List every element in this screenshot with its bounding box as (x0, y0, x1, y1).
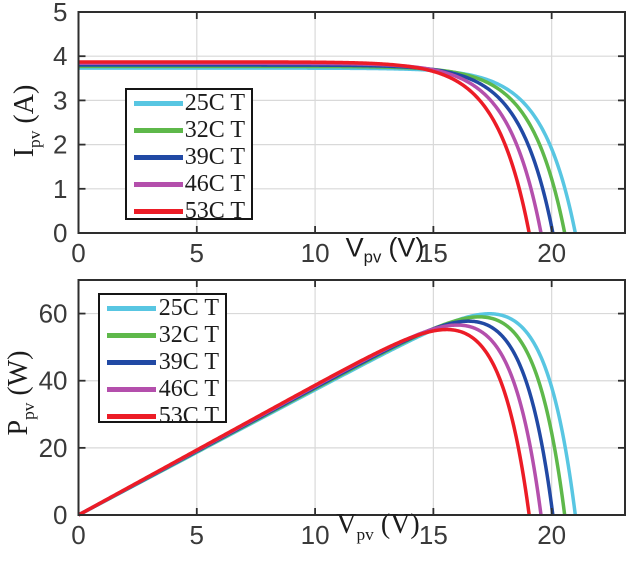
legend-line-39c (107, 360, 156, 365)
x-axis-symbol: V (345, 232, 364, 263)
legend-label: 39C T (184, 144, 245, 170)
y-axis-symbol: P (3, 419, 35, 436)
x-axis-label-voltage-top: Vpv (V) (346, 232, 425, 267)
legend-item: 32C T (100, 322, 225, 349)
plot-frame (77, 11, 626, 234)
x-tick-label: 0 (71, 238, 85, 268)
legend-line-39c (134, 155, 183, 160)
x-tick-label: 0 (71, 520, 85, 550)
x-tick-label: 20 (537, 520, 566, 550)
y-tick-label: 4 (53, 41, 67, 71)
legend-item: 32C T (127, 117, 251, 144)
x-axis-subscript: pv (363, 247, 382, 267)
legend-item: 46C T (127, 171, 251, 198)
legend-line-53c (134, 209, 183, 214)
legend-label: 53C T (158, 403, 219, 429)
legend-item: 39C T (127, 144, 251, 171)
x-axis-subscript: pv (356, 524, 374, 544)
x-tick-label: 15 (419, 520, 448, 550)
y-axis-symbol: I (9, 147, 41, 158)
y-tick-label: 0 (53, 218, 67, 248)
pv-curve-plot-curves (77, 312, 578, 517)
y-axis-label-current: Ipv (A) (9, 85, 45, 158)
legend-line-25c (134, 101, 183, 106)
y-tick-label: 5 (53, 0, 67, 27)
legend-pv-plot: 25C T 32C T 39C T 46C T 53C T (98, 293, 227, 429)
legend-label: 32C T (158, 322, 219, 348)
legend-label: 25C T (158, 295, 219, 321)
y-tick-label: 1 (53, 174, 67, 204)
x-axis-label-voltage-bottom: Vpv (V) (336, 509, 419, 545)
x-tick-label: 10 (301, 238, 330, 268)
tick-labels: 0 5 10 15 20 0 1 2 3 4 5 (53, 0, 566, 268)
x-tick-label: 5 (190, 238, 204, 268)
legend-label: 53C T (184, 198, 245, 224)
legend-item: 25C T (127, 90, 251, 117)
x-tick-label: 5 (190, 520, 204, 550)
tick-labels: 0 5 10 15 20 0 20 40 60 (39, 299, 567, 550)
y-axis-unit: (W) (3, 350, 35, 396)
y-axis-label-power: Ppv (W) (3, 350, 39, 435)
x-tick-label: 10 (301, 520, 330, 550)
legend-line-32c (134, 128, 183, 133)
iv-curve-plot-curves (77, 60, 578, 234)
y-tick-label: 20 (39, 433, 68, 463)
legend-item: 39C T (100, 349, 225, 376)
legend-line-46c (107, 387, 156, 392)
y-axis-unit: (A) (9, 84, 41, 124)
legend-item: 53C T (100, 403, 225, 430)
y-tick-label: 3 (53, 85, 67, 115)
legend-label: 25C T (184, 90, 245, 116)
curve-53c-t (77, 60, 531, 234)
x-tick-label: 15 (419, 238, 448, 268)
y-tick-label: 60 (39, 299, 68, 329)
y-tick-label: 2 (53, 130, 67, 160)
legend-label: 39C T (158, 349, 219, 375)
legend-label: 46C T (184, 171, 245, 197)
legend-item: 53C T (127, 198, 251, 225)
x-axis-symbol: V (336, 509, 357, 541)
pv-plot-area: 0 5 10 15 20 0 20 40 60 (39, 279, 626, 550)
legend-label: 32C T (184, 117, 245, 143)
x-axis-unit: (V) (380, 509, 420, 541)
y-tick-label: 0 (53, 500, 67, 530)
curve-53c-t (77, 327, 531, 517)
legend-line-32c (107, 333, 156, 338)
legend-item: 46C T (100, 376, 225, 403)
y-axis-subscript: pv (18, 402, 38, 420)
legend-label: 46C T (158, 376, 219, 402)
plot-frame (77, 279, 626, 516)
legend-line-46c (134, 182, 183, 187)
legend-item: 25C T (100, 295, 225, 322)
x-tick-label: 20 (537, 238, 566, 268)
legend-line-53c (107, 414, 156, 419)
y-tick-label: 40 (39, 366, 68, 396)
y-axis-subscript: pv (24, 130, 44, 148)
legend-iv-plot: 25C T 32C T 39C T 46C T 53C T (125, 88, 253, 224)
x-axis-unit: (V) (388, 232, 425, 263)
legend-line-25c (107, 306, 156, 311)
